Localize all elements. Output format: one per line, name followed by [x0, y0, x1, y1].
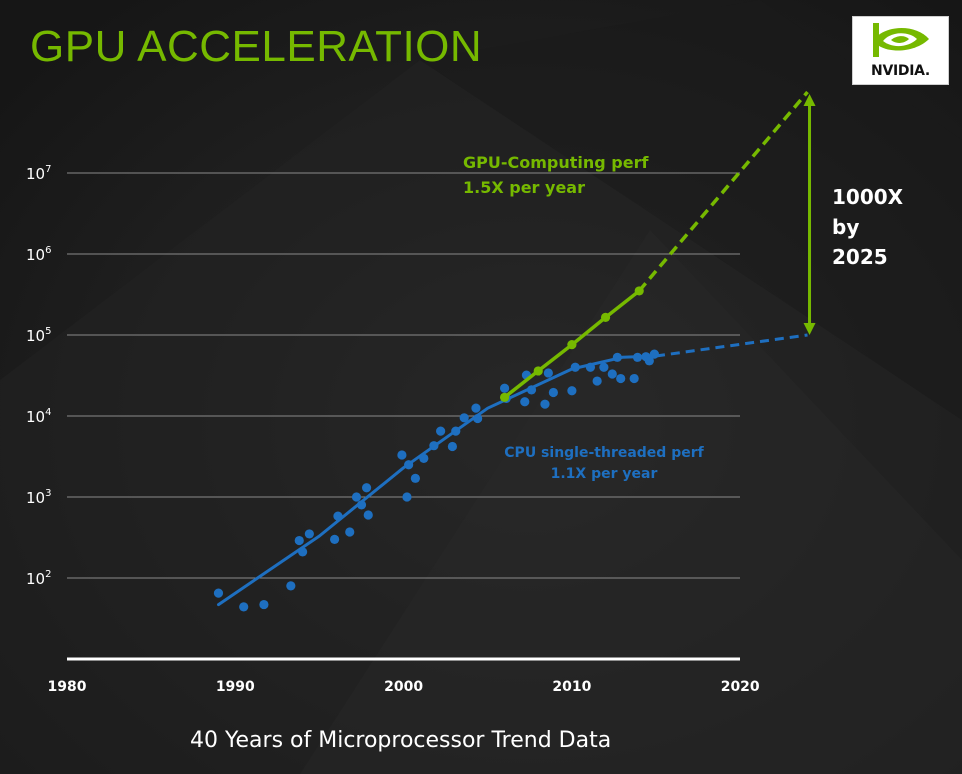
cpu-data-point: [616, 373, 626, 384]
cpu-data-point: [286, 581, 296, 591]
cpu-data-point: [644, 356, 654, 366]
background-facet: [300, 230, 962, 774]
cpu-data-point: [585, 362, 596, 372]
cpu-data-point: [397, 450, 407, 460]
cpu-data-point: [402, 492, 412, 502]
cpu-data-point: [629, 373, 639, 384]
cpu-data-point: [451, 426, 461, 436]
y-tick-label: 106: [26, 245, 51, 264]
cpu-data-point: [473, 413, 483, 424]
cpu-data-point: [259, 599, 269, 610]
cpu-data-point: [304, 529, 314, 539]
gpu-projection-line: [637, 90, 809, 293]
y-tick-label: 102: [26, 569, 51, 588]
x-tick-label: 1990: [216, 679, 255, 695]
series: [213, 90, 816, 612]
nvidia-eye-icon: [873, 23, 929, 57]
cpu-data-point: [363, 510, 373, 520]
gpu-data-point: [567, 340, 577, 350]
gpu-data-point: [499, 392, 510, 402]
y-tick-label: 105: [26, 326, 51, 345]
cpu-data-point: [333, 511, 343, 521]
x-tick-label: 2020: [721, 679, 760, 695]
annotations: GPU-Computing perf 1.5X per year CPU sin…: [463, 153, 904, 482]
cpu-data-point: [419, 453, 429, 463]
cpu-data-point: [570, 362, 580, 372]
cpu-data-point: [632, 352, 643, 362]
gpu-rate-label: 1.5X per year: [463, 178, 585, 197]
cpu-data-point: [599, 362, 609, 372]
cpu-data-point: [607, 369, 617, 379]
cpu-data-point: [459, 413, 469, 423]
cpu-data-point: [329, 534, 340, 544]
gpu-data-point: [634, 286, 644, 296]
cpu-series-label: CPU single-threaded perf: [504, 445, 704, 461]
cpu-data-point: [294, 535, 304, 546]
cpu-data-point: [356, 500, 367, 510]
grid-lines: [67, 172, 740, 579]
cpu-data-point: [410, 473, 420, 483]
cpu-data-point: [404, 460, 414, 470]
gpu-series-label: GPU-Computing perf: [463, 153, 649, 172]
nvidia-wordmark: NVIDIA.: [871, 63, 930, 79]
cpu-data-point: [429, 441, 439, 451]
x-tick-label: 2000: [384, 679, 423, 695]
gpu-data-point: [533, 366, 543, 376]
cpu-data-point: [361, 483, 372, 493]
cpu-data-point: [436, 426, 446, 436]
x-tick-label: 1980: [48, 679, 87, 695]
chart-subtitle: 40 Years of Microprocessor Trend Data: [190, 728, 612, 753]
gap-label-line1: 1000X: [832, 185, 904, 209]
cpu-projection-line: [655, 333, 808, 358]
cpu-data-point: [548, 387, 558, 398]
cpu-data-point: [351, 492, 362, 502]
cpu-data-point: [567, 386, 577, 396]
cpu-data-point: [499, 383, 510, 393]
cpu-data-point: [471, 403, 481, 413]
cpu-data-point: [526, 385, 537, 395]
cpu-trend-line: [217, 354, 658, 607]
gap-arrow-head-down: [803, 323, 816, 335]
slide-title: GPU ACCELERATION: [30, 22, 483, 71]
y-tick-label: 104: [26, 407, 51, 426]
cpu-data-point: [540, 399, 550, 409]
y-tick-label: 107: [26, 164, 51, 183]
cpu-data-point: [345, 527, 355, 537]
y-tick-label: 103: [26, 488, 51, 507]
cpu-rate-label: 1.1X per year: [551, 466, 658, 482]
background-facet: [420, 0, 962, 420]
gap-label-line2: by: [832, 215, 859, 239]
nvidia-logo: NVIDIA.: [852, 16, 949, 85]
cpu-data-point: [543, 368, 553, 378]
axes: 102 103 104 105 106 107 1980 1990 2000 2010 2020: [26, 164, 760, 695]
cpu-data-point: [298, 547, 308, 557]
gpu-data-point: [600, 312, 611, 322]
cpu-data-point: [649, 349, 659, 359]
gap-label-line3: 2025: [832, 245, 888, 269]
x-tick-label: 2010: [552, 679, 591, 695]
cpu-data-point: [520, 397, 530, 407]
cpu-data-point: [447, 441, 458, 452]
cpu-data-point: [239, 602, 249, 612]
cpu-data-point: [592, 376, 602, 386]
cpu-data-point: [213, 588, 224, 598]
gap-arrow-head-up: [803, 94, 816, 106]
cpu-data-point: [612, 352, 622, 362]
